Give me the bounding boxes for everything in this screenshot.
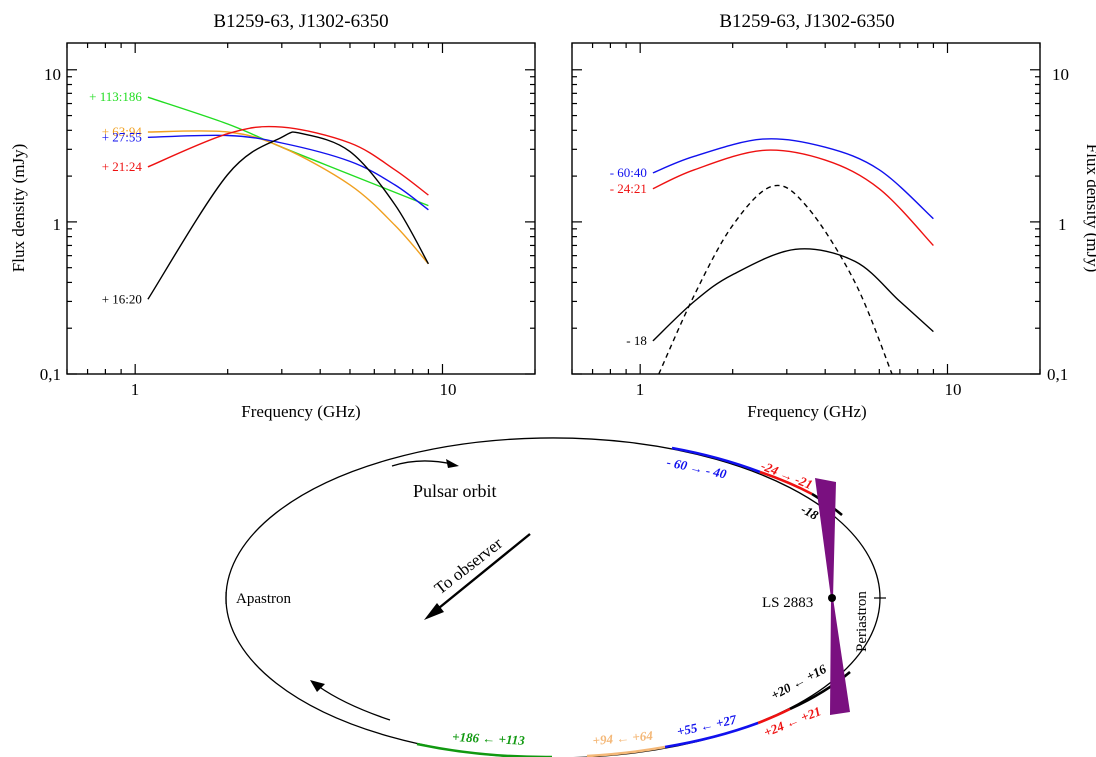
right-chart-series-1: [652, 149, 934, 246]
left-chart-series-0: [147, 96, 429, 207]
left-chart-series: + 113:186 + 63:94+ 27:55 + 21:24 + 16:20: [89, 89, 430, 306]
apastron-label: Apastron: [236, 591, 291, 607]
left-chart-series-4: [147, 131, 430, 300]
right-chart-tick-y-10: 10: [1052, 65, 1069, 84]
orbit-arc-p55-p27: [664, 721, 759, 749]
left-chart-series-label: + 27:55: [102, 129, 142, 144]
right-chart-series-2: [652, 248, 934, 342]
right-chart-series-label: - 60:40: [610, 165, 647, 180]
left-chart-xlabel: Frequency (GHz): [241, 402, 360, 421]
right-chart-series-label: - 18: [626, 333, 647, 348]
right-chart-series: - 60:40- 24:21 - 18: [610, 138, 934, 375]
right-chart-tick-x-1: 1: [636, 380, 645, 399]
right-chart-tick-x-10: 10: [945, 380, 962, 399]
orbit-arc-p24-p21: [757, 707, 791, 725]
orbit-arc-p94-p64: [586, 745, 666, 757]
arc-label-p186-p113: +186 ← +113: [452, 729, 526, 748]
right-chart-series-0: [652, 138, 934, 220]
observer-arrowhead: [424, 603, 444, 620]
left-chart-ticks: [66, 43, 536, 375]
right-chart-xlabel: Frequency (GHz): [747, 402, 866, 421]
right-chart-series-3: [658, 184, 893, 375]
left-chart-tick-x-10: 10: [440, 380, 457, 399]
left-chart-series-label: + 113:186: [89, 89, 142, 104]
star-ls2883: [828, 594, 836, 602]
arc-label-p94-p64: +94 ← +64: [592, 728, 654, 748]
left-chart: B1259-63, J1302-6350 + 113:186+ 63:94+ 2…: [9, 11, 536, 421]
left-chart-tick-y-1: 1: [53, 215, 62, 234]
left-chart-series-2: [147, 134, 429, 211]
left-chart-title: B1259-63, J1302-6350: [213, 11, 388, 32]
left-chart-series-label: + 63:94: [102, 124, 143, 139]
right-chart-ylabel: Flux density (mJy): [1083, 144, 1096, 272]
left-chart-tick-y-0-1: 0,1: [40, 365, 61, 384]
right-chart-ticks: [571, 43, 1041, 375]
periastron-label: Periastron: [854, 591, 870, 652]
arc-label-p20-p16: +20 ← +16: [768, 661, 829, 703]
orbit-diagram: Pulsar orbit To observer Apastron Perias…: [225, 437, 886, 757]
orbit-direction-arrow-top: [391, 460, 453, 467]
right-chart-tick-y-0-1: 0,1: [1047, 365, 1068, 384]
left-chart-frame: [66, 42, 536, 375]
observer-arrow-line: [433, 533, 531, 613]
orbit-arrowhead-bottom: [310, 680, 325, 692]
left-chart-series-3: [147, 125, 429, 196]
arc-label-p55-p27: +55 ← +27: [676, 712, 739, 739]
observer-caption: To observer: [431, 533, 506, 598]
arc-label-m18: -18: [799, 501, 822, 523]
left-chart-series-label: + 21:24: [102, 159, 143, 174]
arc-label-m24-m21: -24 → -21: [759, 458, 815, 492]
orbit-direction-arrow-bottom: [317, 685, 391, 721]
right-chart-title: B1259-63, J1302-6350: [719, 11, 894, 32]
left-chart-tick-x-1: 1: [131, 380, 140, 399]
left-chart-series-1: [147, 130, 429, 265]
orbit-arc-m24-m21: [759, 470, 813, 496]
right-chart: B1259-63, J1302-6350 - 60:40- 24:21- 18 …: [571, 11, 1096, 421]
orbit-arc-p20-p16: [789, 671, 851, 711]
star-label: LS 2883: [762, 595, 813, 611]
right-chart-tick-y-1: 1: [1058, 215, 1067, 234]
left-chart-ylabel: Flux density (mJy): [9, 144, 28, 272]
orbit-arc-p186-p113: [416, 742, 552, 757]
right-chart-series-label: - 24:21: [610, 181, 647, 196]
right-chart-frame: [571, 42, 1041, 375]
orbit-arrowhead-top: [446, 459, 459, 468]
left-chart-tick-y-10: 10: [44, 65, 61, 84]
orbit-caption: Pulsar orbit: [413, 481, 497, 501]
left-chart-series-label: + 16:20: [102, 291, 142, 306]
orbit-arc-m60-m40: [671, 446, 761, 474]
